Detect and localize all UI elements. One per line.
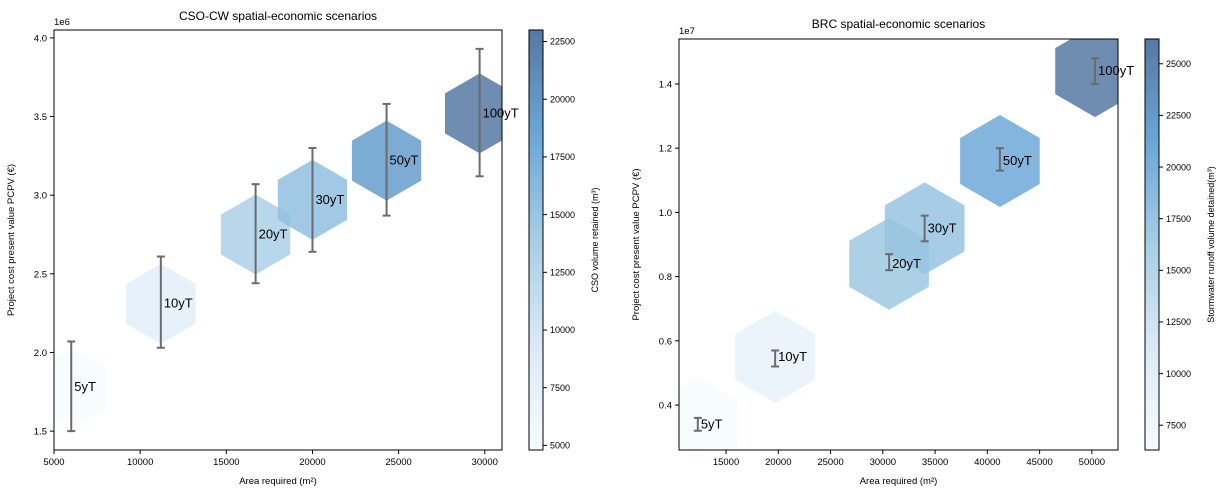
chart-title: BRC spatial-economic scenarios bbox=[812, 17, 985, 31]
y-tick-label: 4.0 bbox=[34, 33, 47, 44]
y-tick-label: 1.4 bbox=[659, 79, 672, 90]
y-tick-label: 1.0 bbox=[659, 208, 672, 219]
colorbar-tick-label: 17500 bbox=[1166, 214, 1191, 224]
y-tick-label: 3.0 bbox=[34, 191, 47, 202]
y-tick-label: 1.5 bbox=[34, 427, 47, 438]
x-tick-label: 10000 bbox=[127, 457, 153, 468]
colorbar-tick-label: 17500 bbox=[550, 152, 575, 162]
x-tick-label: 20000 bbox=[299, 457, 325, 468]
colorbar bbox=[528, 29, 544, 451]
colorbar-tick-label: 22500 bbox=[1166, 111, 1191, 121]
hexbin-cell-100yT bbox=[1055, 39, 1118, 118]
colorbar-tick-label: 20000 bbox=[1166, 162, 1191, 172]
y-tick-label: 3.5 bbox=[34, 112, 47, 123]
y-axis-label: Project cost present value PCPV (€) bbox=[6, 164, 17, 316]
x-tick-label: 35000 bbox=[922, 457, 948, 468]
y-tick-label: 0.8 bbox=[659, 272, 672, 283]
y-tick-label: 2.0 bbox=[34, 348, 47, 359]
data-label-10yT: 10yT bbox=[778, 349, 807, 364]
y-tick-label: 0.4 bbox=[659, 401, 672, 412]
hexbin-cell-100yT bbox=[445, 73, 502, 154]
y-tick-label: 2.5 bbox=[34, 269, 47, 280]
x-tick-label: 50000 bbox=[1079, 457, 1105, 468]
data-label-5yT: 5yT bbox=[74, 379, 96, 394]
x-tick-label: 25000 bbox=[385, 457, 411, 468]
colorbar-tick-label: 5000 bbox=[550, 441, 570, 451]
colorbar-tick-label: 10000 bbox=[1166, 369, 1191, 379]
data-label-5yT: 5yT bbox=[701, 416, 723, 431]
colorbar-tick-label: 12500 bbox=[550, 268, 575, 278]
x-axis-label: Area required (m²) bbox=[860, 476, 938, 487]
data-label-50yT: 50yT bbox=[390, 153, 419, 168]
data-label-30yT: 30yT bbox=[928, 220, 957, 235]
data-label-20yT: 20yT bbox=[892, 256, 921, 271]
colorbar-label: Stormwater runoff volume detained(m³) bbox=[1206, 166, 1216, 322]
colorbar-tick-label: 20000 bbox=[550, 94, 575, 104]
x-tick-label: 15000 bbox=[713, 457, 739, 468]
plot-frame bbox=[678, 38, 1119, 451]
colorbar-tick-label: 10000 bbox=[550, 325, 575, 335]
colorbar-tick-label: 12500 bbox=[1166, 317, 1191, 327]
data-label-100yT: 100yT bbox=[483, 105, 519, 120]
data-label-50yT: 50yT bbox=[1003, 153, 1032, 168]
x-tick-label: 45000 bbox=[1026, 457, 1052, 468]
colorbar-tick-label: 15000 bbox=[550, 210, 575, 220]
colorbar-tick-label: 25000 bbox=[1166, 59, 1191, 69]
y-offset-label: 1e6 bbox=[54, 17, 70, 28]
colorbar-tick-label: 15000 bbox=[1166, 266, 1191, 276]
colorbar-tick-label: 7500 bbox=[1166, 420, 1186, 430]
x-tick-label: 30000 bbox=[870, 457, 896, 468]
hexbin-cell-5yT bbox=[679, 378, 738, 450]
chart-title: CSO-CW spatial-economic scenarios bbox=[179, 9, 377, 23]
x-tick-label: 5000 bbox=[43, 457, 64, 468]
data-label-30yT: 30yT bbox=[315, 192, 344, 207]
y-axis-label: Project cost present value PCPV (€) bbox=[631, 168, 642, 320]
y-tick-label: 1.2 bbox=[659, 144, 672, 155]
x-tick-label: 25000 bbox=[817, 457, 843, 468]
x-tick-label: 40000 bbox=[974, 457, 1000, 468]
plot-frame bbox=[53, 29, 503, 451]
data-label-20yT: 20yT bbox=[259, 226, 288, 241]
y-tick-label: 0.6 bbox=[659, 336, 672, 347]
colorbar-label: CSO volume retained (m³) bbox=[590, 187, 600, 292]
data-label-10yT: 10yT bbox=[164, 296, 193, 311]
x-tick-label: 20000 bbox=[765, 457, 791, 468]
hexbin-layer bbox=[679, 39, 1118, 450]
colorbar-tick-label: 22500 bbox=[550, 37, 575, 47]
hexbin-cell-5yT bbox=[54, 347, 106, 428]
hexbin-layer bbox=[54, 73, 502, 428]
y-offset-label: 1e7 bbox=[679, 26, 695, 37]
colorbar-tick-label: 7500 bbox=[550, 383, 570, 393]
colorbar bbox=[1144, 38, 1160, 451]
x-axis-label: Area required (m²) bbox=[239, 476, 317, 487]
x-tick-label: 30000 bbox=[472, 457, 498, 468]
data-label-100yT: 100yT bbox=[1098, 63, 1134, 78]
x-tick-label: 15000 bbox=[213, 457, 239, 468]
